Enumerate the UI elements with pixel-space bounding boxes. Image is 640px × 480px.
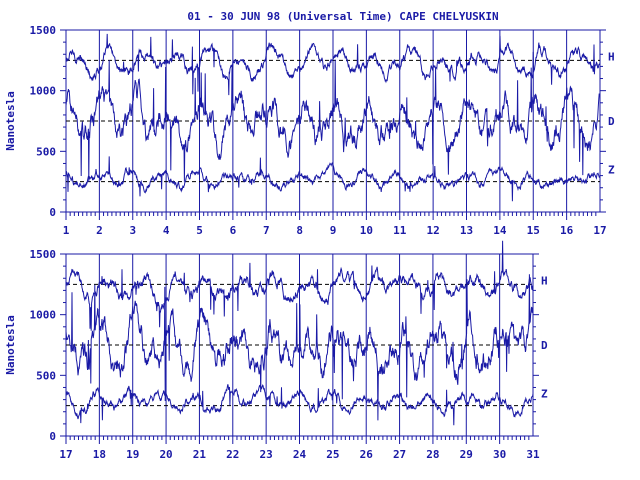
panels: 1 2 3 4 5 6 7 8 9 10 11 12 13 14 15 16 17050010001500Nan… [4, 24, 615, 461]
series-label-z: Z [541, 388, 548, 401]
x-tick-label: 17 [593, 224, 606, 237]
x-tick-label: 29 [460, 448, 473, 461]
x-tick-label: 6 [230, 224, 237, 237]
x-tick-label: 15 [527, 224, 540, 237]
x-tick-label: 16 [560, 224, 574, 237]
series-d-trace [66, 59, 600, 182]
series-d-trace [66, 274, 533, 421]
series-label-d: D [541, 339, 548, 352]
x-tick-label: 24 [293, 448, 307, 461]
y-tick-label: 0 [49, 430, 56, 443]
series-h-trace [66, 33, 600, 96]
y-axis-label: Nanotesla [4, 91, 17, 151]
x-tick-label: 31 [526, 448, 540, 461]
x-tick-label: 19 [126, 448, 139, 461]
x-tick-label: 11 [393, 224, 407, 237]
series-h-trace [66, 240, 533, 331]
x-tick-label: 26 [360, 448, 374, 461]
series-z-trace [66, 156, 600, 202]
panel-bottom: 17 18 19 20 21 22 23 24 25 26 27 28 29 30 31 0 500 1000 15… [4, 240, 548, 461]
x-tick-label: 21 [193, 448, 207, 461]
series-label-h: H [608, 50, 615, 63]
x-tick-label: 20 [159, 448, 172, 461]
x-tick-label: 9 [330, 224, 337, 237]
x-tick-label: 25 [326, 448, 339, 461]
x-tick-label: 22 [226, 448, 239, 461]
series-label-h: H [541, 274, 548, 287]
x-tick-label: 13 [460, 224, 473, 237]
x-tick-label: 12 [427, 224, 440, 237]
x-tick-label: 3 [129, 224, 136, 237]
x-tick-label: 10 [360, 224, 373, 237]
y-tick-label: 1000 [30, 85, 57, 98]
y-tick-label: 1000 [30, 309, 57, 322]
y-tick-label: 500 [36, 369, 56, 382]
x-tick-label: 18 [93, 448, 106, 461]
y-tick-label: 1500 [30, 24, 57, 37]
x-tick-label: 5 [196, 224, 203, 237]
x-tick-label: 23 [260, 448, 273, 461]
x-tick-label: 30 [493, 448, 506, 461]
y-tick-label: 1500 [30, 248, 57, 261]
x-tick-label: 4 [163, 224, 170, 237]
y-tick-label: 500 [36, 145, 56, 158]
x-tick-label: 2 [96, 224, 103, 237]
x-tick-label: 14 [493, 224, 507, 237]
series-z-trace [66, 384, 533, 426]
y-tick-label: 0 [49, 206, 56, 219]
x-tick-label: 8 [296, 224, 303, 237]
x-tick-label: 7 [263, 224, 270, 237]
x-tick-label: 1 [63, 224, 70, 237]
x-tick-label: 17 [59, 448, 72, 461]
series-label-d: D [608, 115, 615, 128]
chart-title: 01 - 30 JUN 98 (Universal Time) CAPE CHE… [187, 10, 498, 23]
x-tick-label: 28 [426, 448, 439, 461]
series-label-z: Z [608, 164, 615, 177]
x-tick-label: 27 [393, 448, 406, 461]
y-axis-label: Nanotesla [4, 315, 17, 375]
panel-top: 1 2 3 4 5 6 7 8 9 10 11 12 13 14 15 16 17050010001500Nan… [4, 24, 615, 237]
